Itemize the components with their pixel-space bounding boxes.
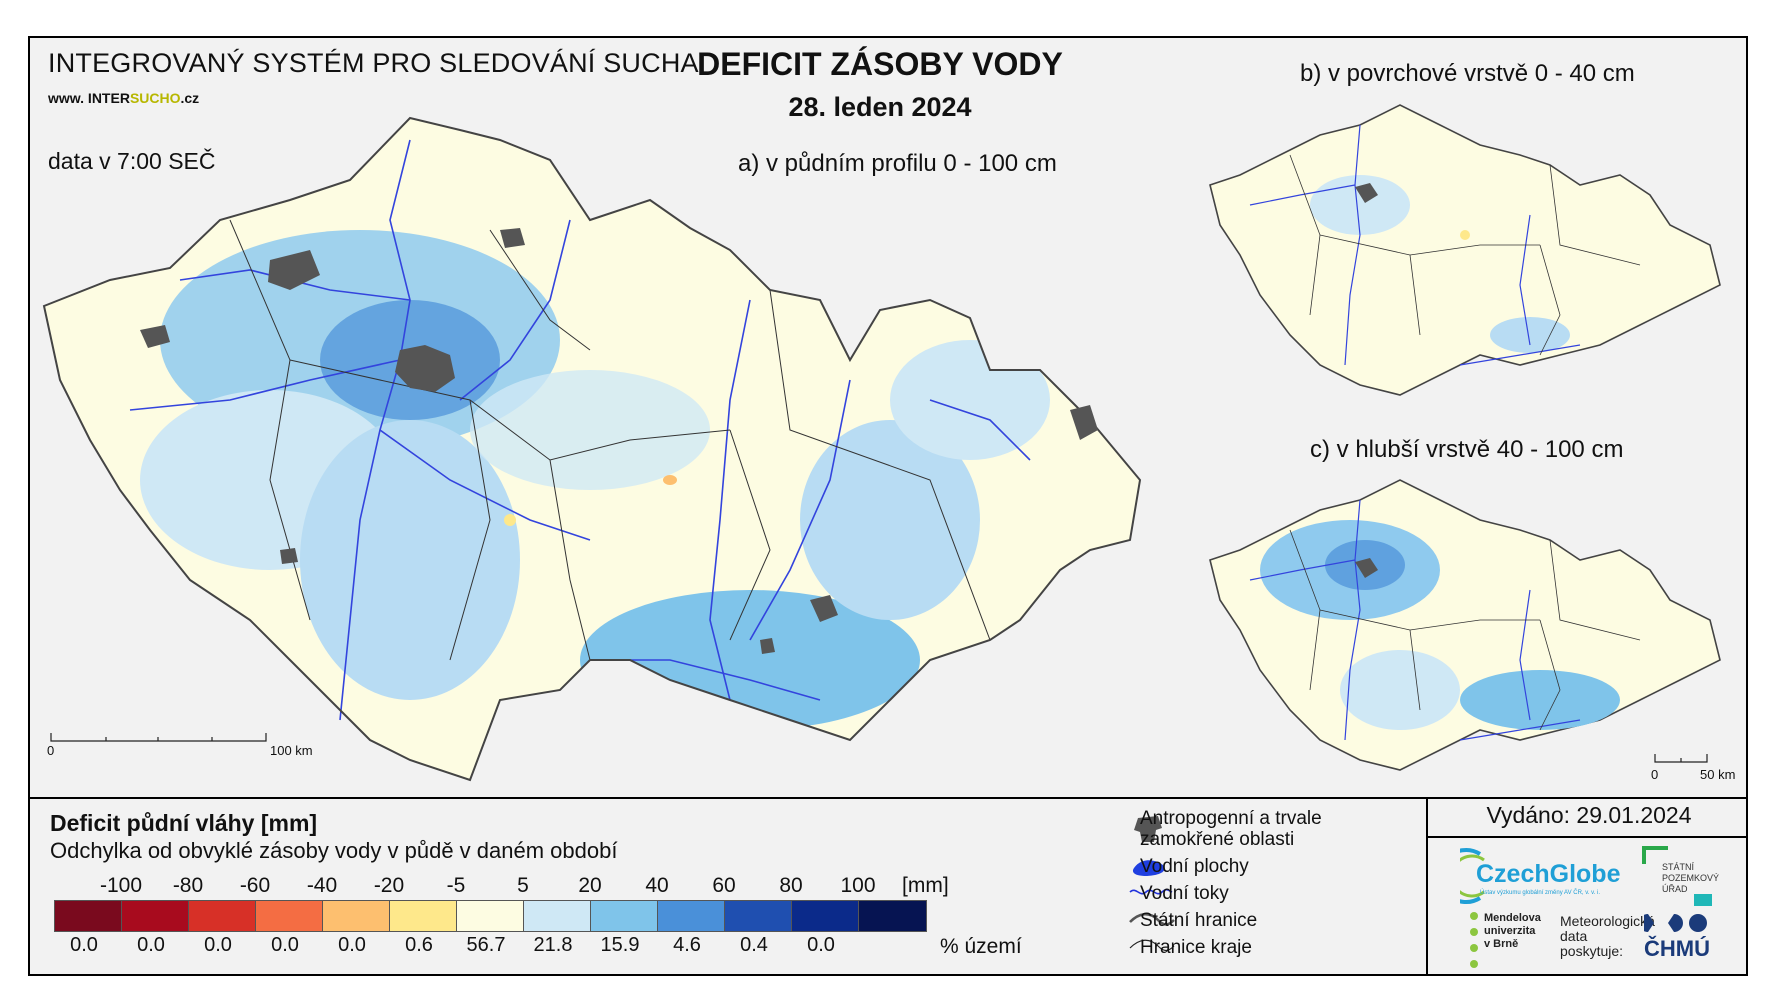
color-swatch xyxy=(323,901,390,931)
website-link[interactable]: www. INTERSUCHO.cz xyxy=(48,90,200,106)
color-swatch xyxy=(256,901,323,931)
issued-date: Vydáno: 29.01.2024 xyxy=(1486,802,1692,828)
legend-subtitle: Odchylka od obvyklé zásoby vody v půdě v… xyxy=(50,838,618,863)
deficit-spot-b xyxy=(1460,230,1470,240)
map-b-title: b) v povrchové vrstvě 0 - 40 cm xyxy=(1300,60,1635,87)
color-swatch xyxy=(792,901,859,931)
spu-logo-square xyxy=(1694,894,1712,906)
legend-unit: [mm] xyxy=(902,874,949,897)
main-title: DEFICIT ZÁSOBY VODY xyxy=(697,46,1063,82)
color-swatch xyxy=(55,901,122,931)
color-swatch xyxy=(524,901,591,931)
scale-bar-main xyxy=(50,733,267,742)
rivers-c xyxy=(1249,499,1581,741)
urban-areas xyxy=(140,228,1098,654)
state-border xyxy=(42,116,1142,782)
legend-percent: 56.7 xyxy=(466,934,506,956)
legend-percent: 0.0 xyxy=(271,934,299,956)
urban-area-icon xyxy=(1134,816,1162,842)
legend-percent-unit: % území xyxy=(940,935,1022,958)
legend-break: -60 xyxy=(239,874,271,897)
legend-break: 5 xyxy=(517,874,529,897)
legend-percent: 0.4 xyxy=(740,934,768,956)
legend-break: 60 xyxy=(712,874,736,897)
legend-break: -20 xyxy=(373,874,405,897)
meteo-provider-text: Meteorologická data poskytuje: xyxy=(1560,913,1655,959)
legend-percent: 15.9 xyxy=(600,934,640,956)
mendel-dots xyxy=(1470,912,1478,968)
czech-territory-b xyxy=(1209,104,1721,396)
color-swatch xyxy=(658,901,725,931)
legend-percent: 0.0 xyxy=(70,934,98,956)
legend-break: 40 xyxy=(645,874,669,897)
legend-rivers: Vodní toky xyxy=(1140,883,1229,904)
legend-percent: 21.8 xyxy=(533,934,573,956)
legend-percent: 4.6 xyxy=(673,934,701,956)
system-title: INTEGROVANÝ SYSTÉM PRO SLEDOVÁNÍ SUCHA xyxy=(48,48,699,78)
map-a xyxy=(42,116,1142,782)
legend-percent: 0.0 xyxy=(204,934,232,956)
legend-water-bodies: Vodní plochy xyxy=(1140,856,1249,877)
river-icon xyxy=(1129,888,1173,895)
chmu-logo-mark xyxy=(1644,914,1707,932)
spu-logo-mark xyxy=(1642,846,1668,864)
footer-separator xyxy=(1426,797,1428,976)
color-swatch xyxy=(457,901,524,931)
legend-break: 100 xyxy=(840,874,876,897)
color-swatch xyxy=(591,901,658,931)
urban-area-c xyxy=(1355,558,1378,578)
legend-percent: 0.0 xyxy=(338,934,366,956)
deficit-area-c2 xyxy=(1460,670,1620,730)
scale-main-start: 0 xyxy=(47,743,55,758)
color-swatch xyxy=(390,901,457,931)
legend-region-border: Hranice kraje xyxy=(1140,937,1252,958)
scale-bar-small xyxy=(1654,754,1708,763)
region-border-icon xyxy=(1129,939,1175,952)
color-swatch xyxy=(859,901,926,931)
deficit-area-b2 xyxy=(1490,317,1570,353)
legend-break: -40 xyxy=(306,874,338,897)
legend-anthropogenic: Antropogenní a trvale zamokřené oblasti xyxy=(1140,808,1322,850)
legend-break: 80 xyxy=(779,874,803,897)
legend-break: -5 xyxy=(446,874,466,897)
czechglobe-subtext: Ústav výzkumu globální změny AV ČR, v. v… xyxy=(1480,890,1601,896)
map-b xyxy=(1209,104,1721,396)
map-c xyxy=(1209,479,1721,771)
map-date: 28. leden 2024 xyxy=(788,92,972,122)
color-swatch xyxy=(122,901,189,931)
color-swatch xyxy=(725,901,792,931)
color-swatch xyxy=(189,901,256,931)
symbol-icons xyxy=(1129,816,1175,952)
data-time: data v 7:00 SEČ xyxy=(48,148,216,174)
legend-break: 20 xyxy=(578,874,602,897)
urban-area-b xyxy=(1355,183,1378,203)
scale-small-start: 0 xyxy=(1651,767,1659,782)
spu-logo-text: STÁTNÍ POZEMKOVÝ ÚŘAD xyxy=(1662,862,1720,894)
czechglobe-text: CzechGlobe xyxy=(1476,860,1621,888)
map-c-title: c) v hlubší vrstvě 40 - 100 cm xyxy=(1310,436,1624,463)
chmu-logo-text: ČHMÚ xyxy=(1644,936,1710,961)
map-a-title: a) v půdním profilu 0 - 100 cm xyxy=(738,150,1057,177)
rivers-b xyxy=(1249,124,1581,366)
state-border-icon xyxy=(1129,912,1175,926)
legend-percent: 0.6 xyxy=(405,934,433,956)
legend-title: Deficit půdní vláhy [mm] xyxy=(50,810,318,836)
scale-main-end: 100 km xyxy=(270,743,313,758)
region-borders-b xyxy=(1289,154,1641,356)
legend-state-border: Státní hranice xyxy=(1140,910,1258,931)
deficit-area-c3 xyxy=(1340,650,1460,730)
czech-territory-c xyxy=(1209,479,1721,771)
water-body-icon xyxy=(1132,860,1165,876)
issued-separator xyxy=(1426,836,1748,838)
legend-separator xyxy=(28,797,1748,799)
legend-percent: 0.0 xyxy=(137,934,165,956)
legend-break: -80 xyxy=(172,874,204,897)
mendel-logo-text: Mendelova univerzita v Brně xyxy=(1484,912,1541,950)
region-borders-c xyxy=(1289,529,1641,731)
legend-percent: 0.0 xyxy=(807,934,835,956)
legend-colorbar xyxy=(54,900,927,932)
legend-break: -100 xyxy=(99,874,143,897)
scale-small-end: 50 km xyxy=(1700,767,1736,782)
deficit-area-b xyxy=(1310,175,1410,235)
